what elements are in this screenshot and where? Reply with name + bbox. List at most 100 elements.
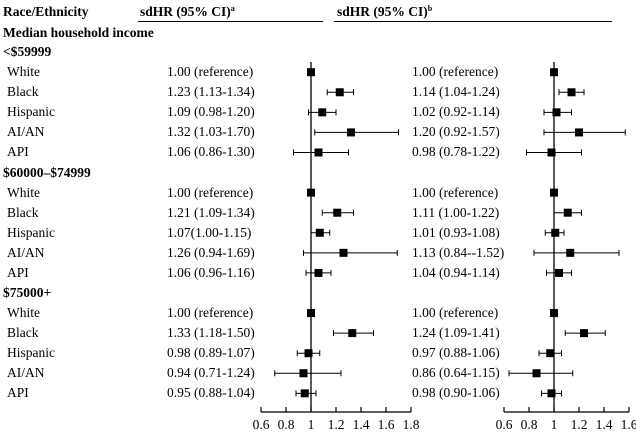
race-label: White: [7, 184, 40, 200]
sdhr-value-col1: 0.94 (0.71-1.24): [167, 365, 255, 381]
x-tick-label: 1.8: [403, 417, 420, 432]
race-label: Hispanic: [7, 104, 55, 120]
sdhr-value-col2: 1.02 (0.92-1.14): [412, 104, 500, 120]
group-label: <$59999: [3, 44, 52, 60]
sdhr-value-col2: 1.24 (1.09-1.41): [412, 325, 500, 341]
point-estimate: [333, 208, 342, 217]
point-estimate: [314, 268, 323, 277]
x-tick-label: 1.4: [353, 417, 370, 432]
point-estimate: [347, 128, 355, 137]
point-estimate: [547, 389, 556, 398]
x-tick-label: 1.2: [571, 417, 588, 432]
x-tick-label: 0.6: [496, 417, 513, 432]
sdhr-value-col2: 0.97 (0.88-1.06): [412, 345, 500, 361]
point-estimate: [299, 369, 308, 378]
sdhr-value-col2: 1.13 (0.84--1.52): [412, 244, 505, 260]
sdhr-value-col2: 1.00 (reference): [412, 184, 499, 200]
sdhr-value-col1: 1.33 (1.18-1.50): [167, 325, 255, 341]
x-tick-label: 1: [308, 417, 315, 432]
sdhr-value-col2: 1.14 (1.04-1.24): [412, 84, 500, 100]
col2-header: sdHR (95% CI)b: [337, 4, 432, 20]
col1-header-label: sdHR (95% CI): [140, 4, 231, 19]
col2-footnote-mark: b: [427, 4, 433, 13]
point-estimate: [304, 349, 313, 358]
group-label: $60000–$74999: [3, 164, 91, 180]
point-estimate: [552, 108, 561, 117]
point-estimate: [550, 309, 558, 318]
point-estimate: [335, 88, 344, 97]
sdhr-value-col1: 1.06 (0.96-1.16): [167, 264, 255, 280]
race-label: White: [7, 64, 40, 80]
point-estimate: [551, 228, 560, 237]
sdhr-value-col2: 0.98 (0.90-1.06): [412, 385, 500, 401]
point-estimate: [307, 188, 315, 197]
point-estimate: [563, 208, 572, 217]
sdhr-value-col1: 1.06 (0.86-1.30): [167, 144, 255, 160]
point-estimate: [567, 88, 576, 97]
point-estimate: [300, 389, 309, 398]
sdhr-value-col1: 1.26 (0.94-1.69): [167, 244, 255, 260]
section-title: Median household income: [3, 25, 154, 40]
race-label: AI/AN: [7, 244, 45, 260]
race-label: Black: [7, 204, 39, 220]
race-label: API: [7, 264, 29, 280]
sdhr-value-col2: 0.86 (0.64-1.15): [412, 365, 500, 381]
race-label: API: [7, 385, 29, 401]
col1-header: sdHR (95% CI)a: [140, 4, 235, 20]
point-estimate: [555, 268, 563, 277]
race-label: Hispanic: [7, 224, 55, 240]
sdhr-value-col1: 1.07(1.00-1.15): [167, 224, 252, 240]
point-estimate: [566, 248, 575, 257]
point-estimate: [307, 68, 315, 77]
sdhr-value-col1: 0.95 (0.88-1.04): [167, 385, 255, 401]
x-tick-label: 1.6: [378, 417, 395, 432]
sdhr-value-col2: 1.20 (0.92-1.57): [412, 124, 500, 140]
race-label: White: [7, 305, 40, 321]
x-tick-label: 1: [551, 417, 558, 432]
col1-header-rule: [138, 21, 323, 22]
x-tick-label: 1.4: [596, 417, 613, 432]
sdhr-value-col1: 1.00 (reference): [167, 305, 254, 321]
point-estimate: [546, 349, 555, 358]
x-tick-label: 1.6: [621, 417, 636, 432]
x-tick-label: 0.6: [253, 417, 270, 432]
sdhr-value-col2: 1.04 (0.94-1.14): [412, 264, 500, 280]
sdhr-value-col2: 1.00 (reference): [412, 305, 499, 321]
point-estimate: [547, 148, 556, 157]
point-estimate: [550, 68, 558, 77]
race-label: API: [7, 144, 29, 160]
point-estimate: [315, 228, 324, 237]
sdhr-value-col1: 1.00 (reference): [167, 184, 254, 200]
sdhr-value-col1: 1.00 (reference): [167, 64, 254, 80]
x-tick-label: 0.8: [521, 417, 538, 432]
x-tick-label: 0.8: [278, 417, 295, 432]
sdhr-value-col1: 1.09 (0.98-1.20): [167, 104, 255, 120]
col2-header-rule: [334, 21, 612, 22]
sdhr-value-col2: 1.00 (reference): [412, 64, 499, 80]
group-label: $75000+: [3, 284, 52, 300]
point-estimate: [314, 148, 323, 157]
sdhr-value-col1: 1.23 (1.13-1.34): [167, 84, 255, 100]
sdhr-value-col2: 1.01 (0.93-1.08): [412, 224, 500, 240]
sdhr-value-col2: 1.11 (1.00-1.22): [412, 204, 500, 220]
point-estimate: [550, 188, 558, 197]
sdhr-value-col1: 1.21 (1.09-1.34): [167, 204, 255, 220]
race-label: Black: [7, 325, 39, 341]
race-ethnicity-header: Race/Ethnicity: [3, 4, 89, 19]
col1-footnote-mark: a: [230, 4, 235, 13]
point-estimate: [318, 108, 327, 117]
race-label: Black: [7, 84, 39, 100]
race-label: AI/AN: [7, 365, 45, 381]
sdhr-value-col1: 0.98 (0.89-1.07): [167, 345, 255, 361]
point-estimate: [339, 248, 348, 257]
point-estimate: [575, 128, 583, 137]
point-estimate: [348, 329, 357, 338]
x-tick-label: 1.2: [328, 417, 345, 432]
col2-header-label: sdHR (95% CI): [337, 4, 428, 19]
race-label: Hispanic: [7, 345, 55, 361]
sdhr-value-col1: 1.32 (1.03-1.70): [167, 124, 255, 140]
point-estimate: [532, 369, 541, 378]
race-label: AI/AN: [7, 124, 45, 140]
point-estimate: [580, 329, 588, 338]
